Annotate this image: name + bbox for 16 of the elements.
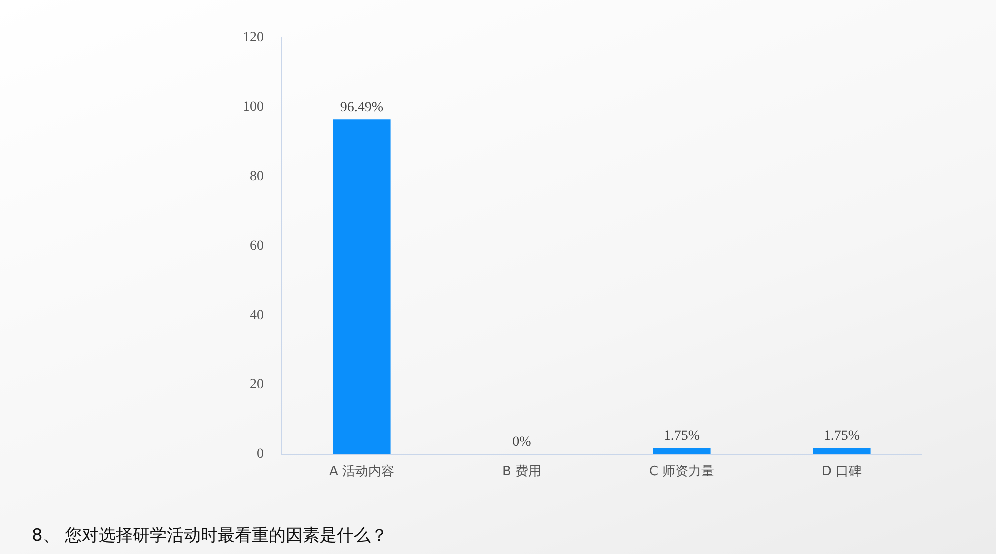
x-tick-label: B 费用: [502, 464, 542, 480]
y-tick-label: 120: [243, 30, 264, 46]
data-label: 0%: [512, 435, 532, 450]
y-tick-label: 0: [257, 447, 264, 462]
x-tick-label: A 活动内容: [329, 464, 395, 480]
y-tick-label: 20: [250, 378, 264, 393]
y-tick-label: 80: [250, 169, 264, 184]
y-tick-label: 100: [243, 100, 264, 116]
x-tick-label: C 师资力量: [649, 464, 715, 480]
y-tick-label: 60: [250, 238, 264, 254]
data-label: 1.75%: [664, 429, 700, 444]
y-tick-label: 40: [250, 308, 264, 324]
x-tick-label: D 口碑: [822, 464, 862, 480]
text: 8、 您对选择研学活动时最看重的因素是什么？: [32, 525, 388, 547]
data-label: 1.75%: [824, 429, 860, 444]
data-label: 96.49%: [340, 100, 384, 116]
